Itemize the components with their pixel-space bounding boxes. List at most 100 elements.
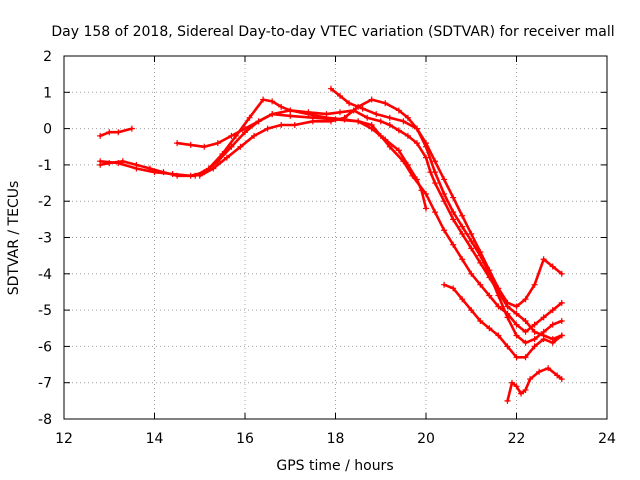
data-point (459, 212, 466, 219)
data-point (106, 129, 113, 136)
data-point (486, 270, 493, 277)
data-point (341, 114, 348, 121)
data-point (540, 256, 547, 263)
grid (64, 56, 607, 419)
data-point (549, 321, 556, 328)
data-point (513, 332, 520, 339)
data-point (287, 107, 294, 114)
data-point (459, 223, 466, 230)
data-point (540, 328, 547, 335)
data-point (346, 100, 353, 107)
y-tick-label: -6 (38, 339, 52, 355)
data-point (527, 376, 534, 383)
x-tick-label: 22 (508, 431, 526, 447)
data-point (269, 98, 276, 105)
series-track-6 (329, 87, 564, 345)
data-point (214, 140, 221, 147)
data-point (522, 328, 529, 335)
data-point (377, 132, 384, 139)
series-track-2 (98, 98, 428, 210)
y-tick-label: 2 (43, 49, 52, 65)
data-point (518, 390, 525, 397)
data-point (504, 299, 511, 306)
data-point (423, 190, 429, 197)
y-tick-label: -3 (38, 231, 52, 247)
y-tick-label: -7 (38, 376, 52, 392)
data-point (536, 368, 543, 375)
data-point (549, 263, 556, 270)
data-point (174, 140, 181, 147)
series-track-8 (506, 366, 564, 403)
data-point (404, 132, 411, 139)
x-tick-label: 16 (236, 431, 254, 447)
series-track-1 (98, 127, 134, 138)
data-point (486, 325, 493, 332)
series-track-7 (442, 283, 564, 359)
plot-frame (63, 55, 608, 420)
data-point (495, 332, 502, 339)
data-point (210, 165, 217, 172)
data-point (531, 281, 538, 288)
data-point (459, 256, 466, 263)
data-point (513, 383, 520, 390)
data-point (115, 160, 122, 167)
data-point (549, 307, 556, 314)
data-point (187, 141, 194, 148)
data-point (495, 303, 502, 310)
series-track-3 (98, 112, 564, 334)
data-point (97, 158, 104, 165)
data-point (228, 132, 235, 139)
data-point (291, 121, 298, 128)
data-point (423, 143, 429, 150)
data-point (432, 209, 439, 216)
data-point (151, 169, 158, 176)
data-point (287, 112, 294, 119)
data-point (223, 154, 230, 161)
data-point (278, 121, 285, 128)
data-point (196, 172, 203, 179)
data-point (513, 321, 520, 328)
data-point (549, 339, 556, 346)
data-point (486, 292, 493, 299)
data-point (373, 111, 380, 118)
data-point (377, 118, 384, 125)
data-point (413, 125, 420, 132)
data-point (128, 125, 135, 132)
data-point (531, 321, 538, 328)
x-tick-label: 24 (598, 431, 616, 447)
data-point (386, 143, 393, 150)
data-point (423, 205, 429, 212)
x-tick-label: 20 (417, 431, 435, 447)
x-tick-label: 12 (55, 431, 73, 447)
data-point (364, 114, 371, 121)
chart-title: Day 158 of 2018, Sidereal Day-to-day VTE… (51, 24, 614, 40)
data-point (513, 354, 520, 361)
data-point (228, 143, 235, 150)
y-tick-label: 1 (43, 85, 52, 101)
data-point (540, 336, 547, 343)
data-point (404, 114, 411, 121)
data-point (522, 339, 529, 346)
data-point (477, 259, 484, 266)
data-point (468, 307, 475, 314)
y-tick-label: -4 (38, 267, 52, 283)
data-point (368, 96, 375, 103)
data-point (531, 328, 538, 335)
x-tick-label: 14 (146, 431, 164, 447)
y-tick-label: -8 (38, 412, 52, 428)
data-point (450, 216, 457, 223)
data-point (558, 317, 565, 324)
data-point (337, 109, 344, 116)
data-point (459, 296, 466, 303)
data-point (477, 252, 484, 259)
data-point (558, 332, 565, 339)
series-track-5 (198, 98, 564, 308)
data-point (531, 336, 538, 343)
data-point (513, 303, 520, 310)
data-point (468, 238, 475, 245)
data-point (450, 241, 457, 248)
data-point (423, 154, 429, 161)
data-point (450, 209, 457, 216)
data-point (246, 114, 253, 121)
